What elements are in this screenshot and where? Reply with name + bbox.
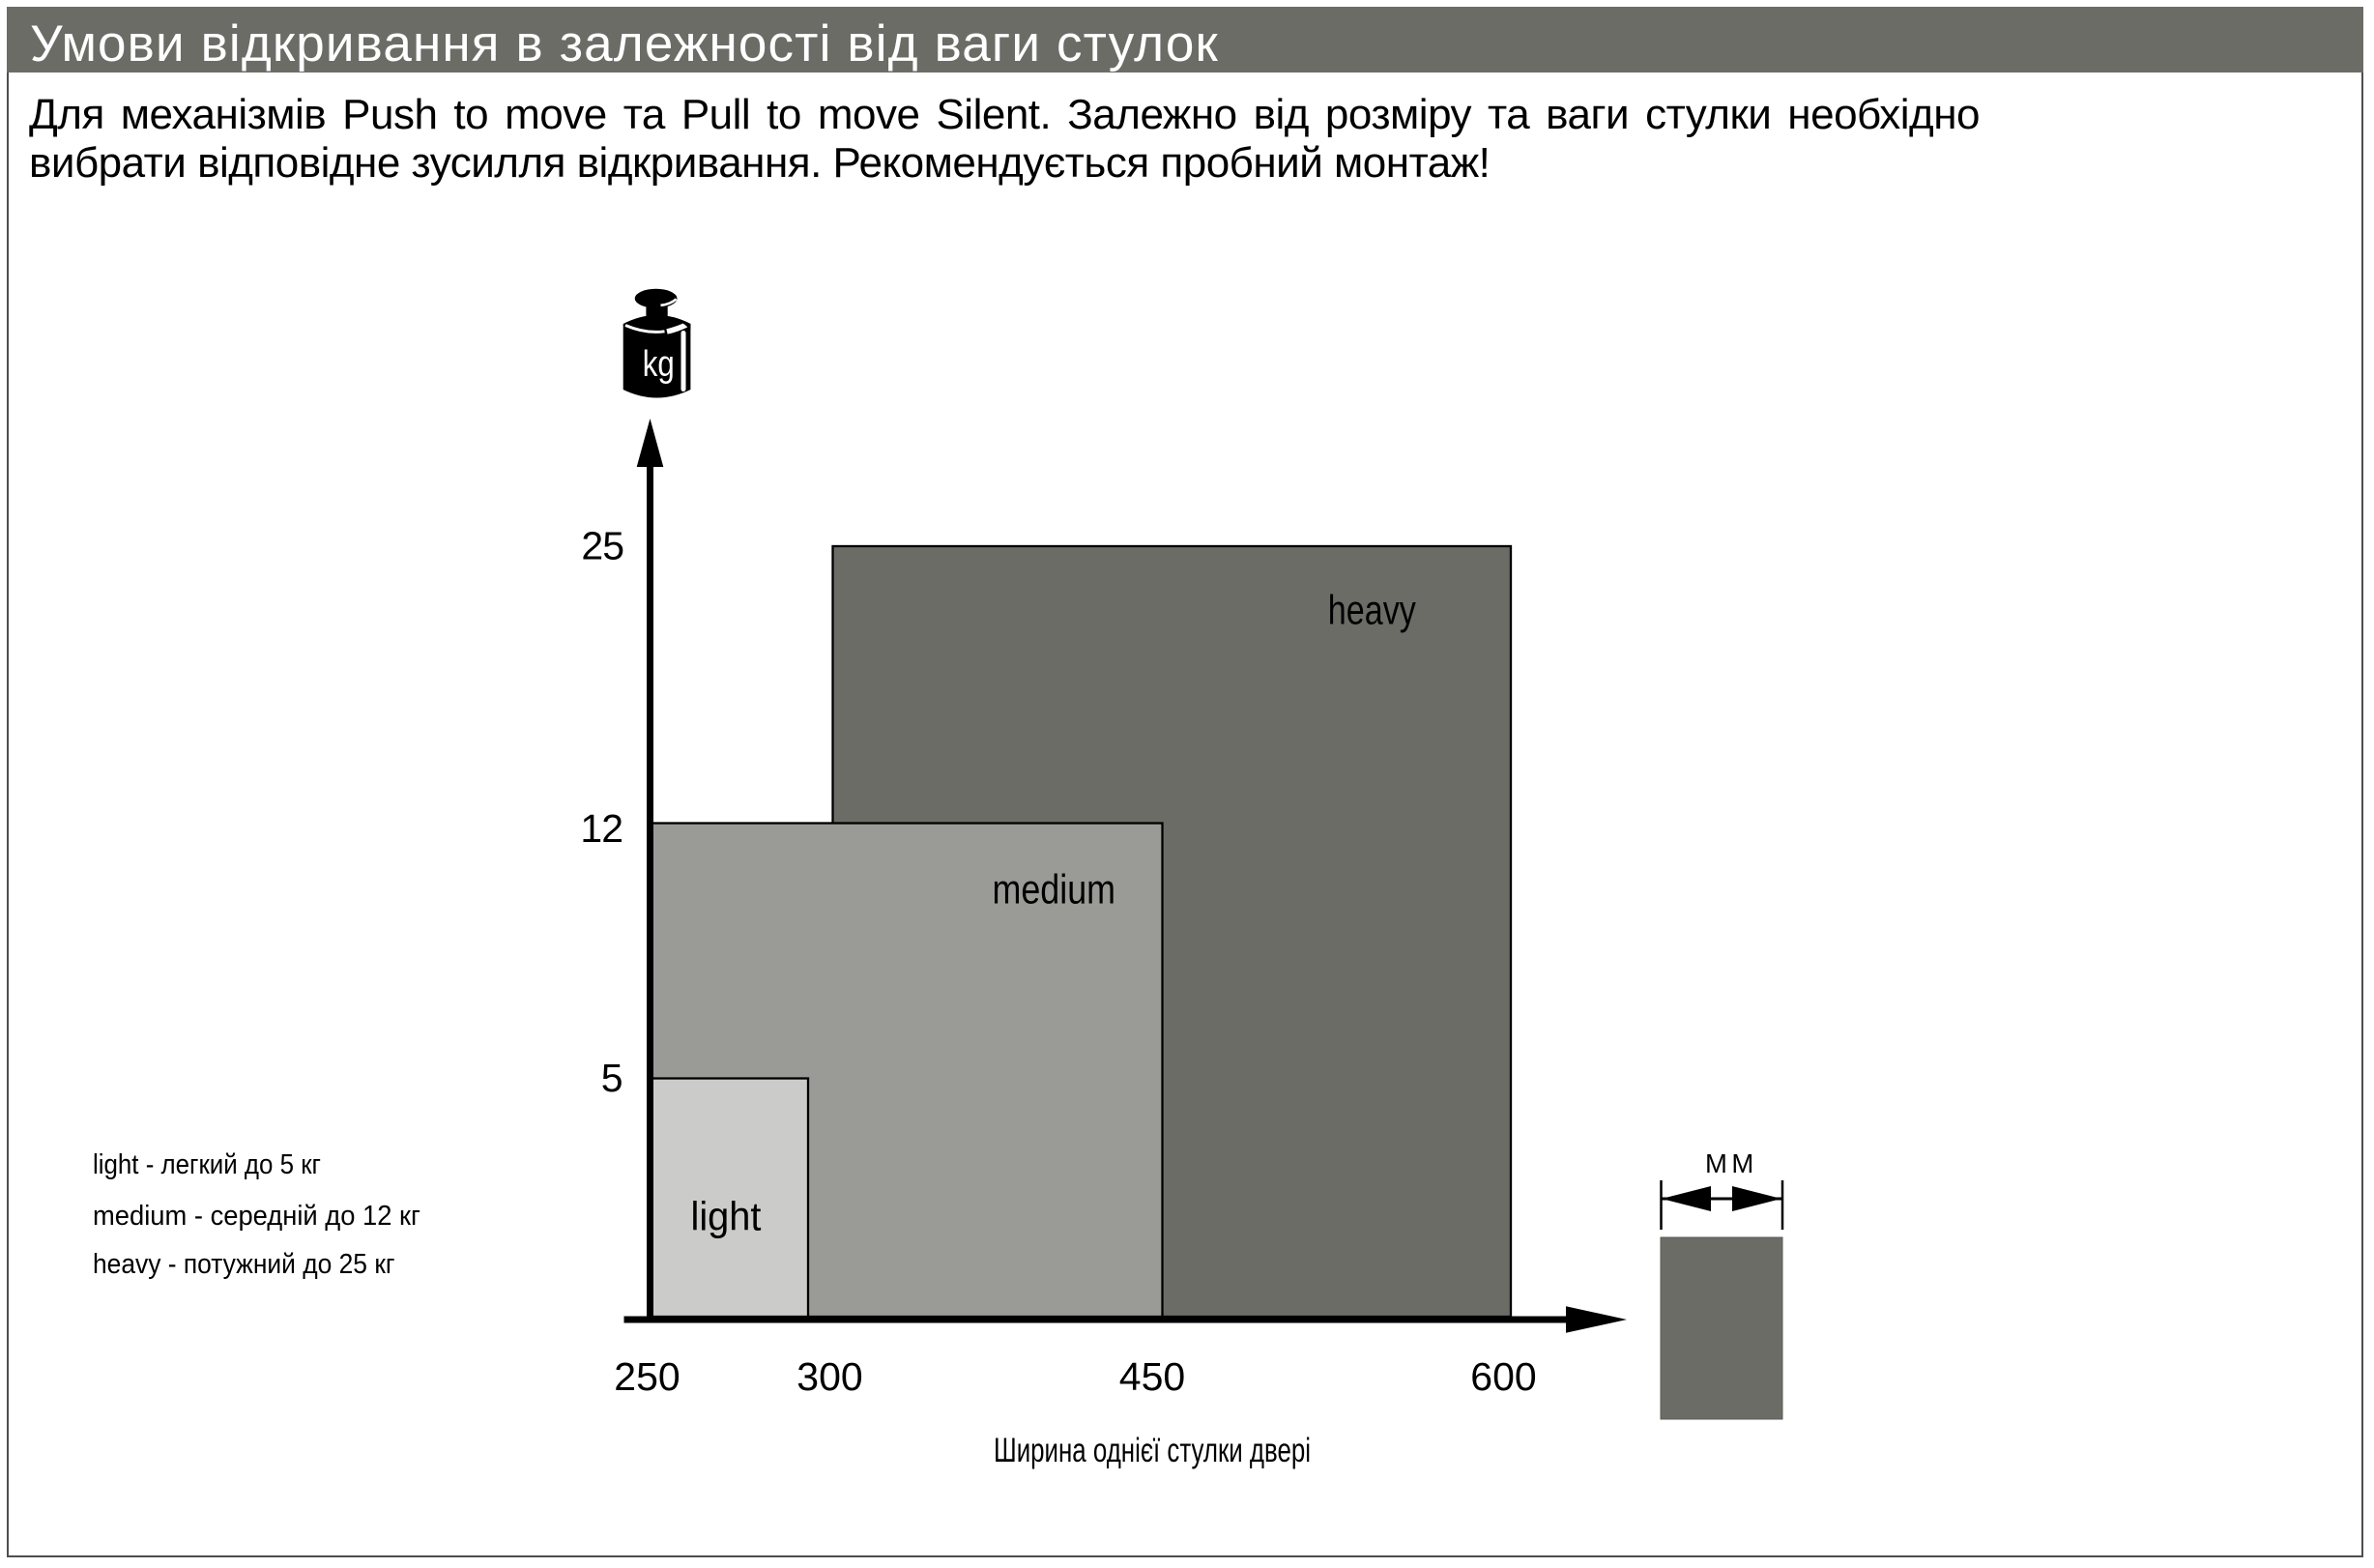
svg-text:600: 600: [1470, 1354, 1536, 1399]
svg-text:5: 5: [601, 1056, 623, 1100]
svg-text:medium: medium: [993, 867, 1116, 914]
svg-text:kg: kg: [643, 344, 675, 385]
svg-text:medium - середній до 12 кг: medium - середній до 12 кг: [93, 1201, 420, 1232]
svg-text:250: 250: [614, 1354, 680, 1399]
svg-text:heavy - потужний до 25 кг: heavy - потужний до 25 кг: [93, 1249, 395, 1280]
svg-text:25: 25: [581, 524, 623, 568]
svg-text:light: light: [691, 1194, 762, 1239]
svg-text:heavy: heavy: [1328, 588, 1416, 634]
svg-text:300: 300: [796, 1354, 862, 1399]
svg-text:450: 450: [1119, 1354, 1185, 1399]
svg-text:Ширина однієї стулки двері: Ширина однієї стулки двері: [994, 1432, 1311, 1469]
svg-text:ММ: ММ: [1705, 1148, 1758, 1178]
svg-text:12: 12: [580, 806, 622, 851]
svg-text:light - легкий до 5 кг: light - легкий до 5 кг: [93, 1149, 321, 1180]
